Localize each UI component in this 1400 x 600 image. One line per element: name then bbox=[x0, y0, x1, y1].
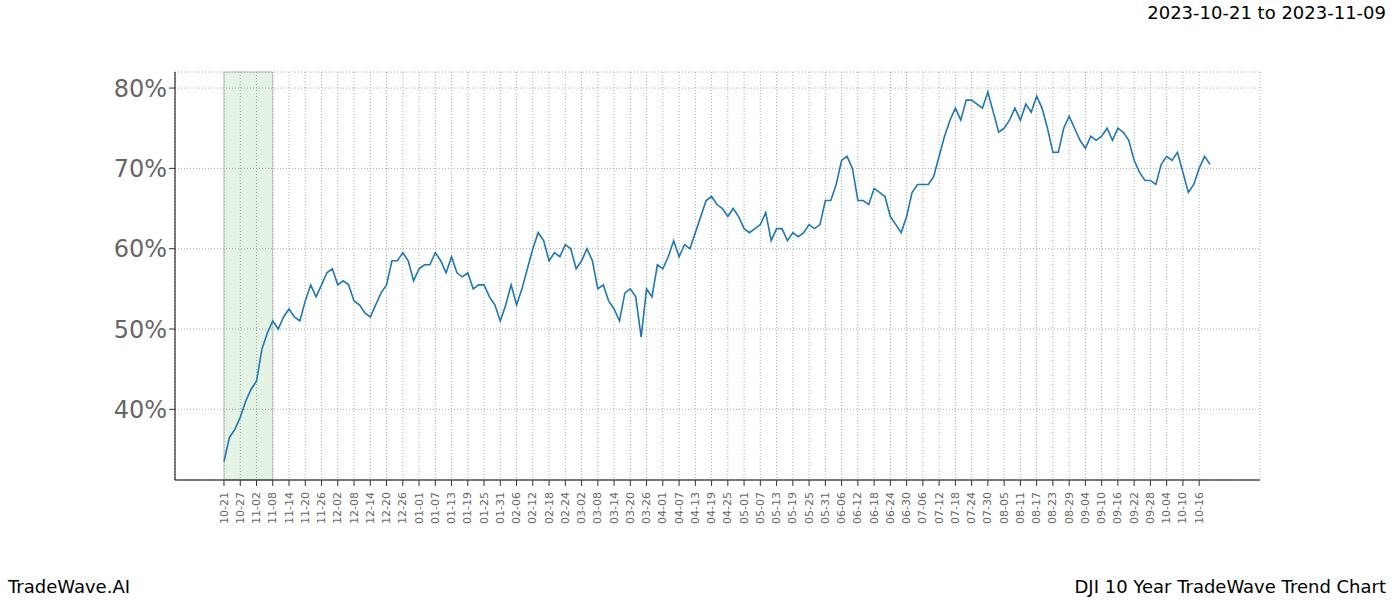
svg-text:12-14: 12-14 bbox=[364, 492, 377, 524]
svg-text:04-19: 04-19 bbox=[705, 492, 718, 524]
svg-text:40%: 40% bbox=[114, 396, 167, 424]
svg-text:06-24: 06-24 bbox=[884, 492, 897, 524]
svg-text:05-25: 05-25 bbox=[803, 492, 816, 524]
svg-text:02-18: 02-18 bbox=[543, 492, 556, 524]
svg-text:06-06: 06-06 bbox=[835, 492, 848, 524]
svg-text:10-16: 10-16 bbox=[1193, 492, 1206, 524]
svg-text:05-31: 05-31 bbox=[819, 492, 832, 524]
svg-text:09-16: 09-16 bbox=[1111, 492, 1124, 524]
svg-text:11-26: 11-26 bbox=[315, 492, 328, 524]
svg-text:08-05: 08-05 bbox=[998, 492, 1011, 524]
svg-text:05-13: 05-13 bbox=[770, 492, 783, 524]
svg-text:11-08: 11-08 bbox=[266, 492, 279, 524]
svg-text:06-30: 06-30 bbox=[900, 492, 913, 524]
svg-text:03-14: 03-14 bbox=[608, 492, 621, 524]
svg-text:01-19: 01-19 bbox=[461, 492, 474, 524]
svg-text:03-02: 03-02 bbox=[575, 492, 588, 524]
svg-text:12-26: 12-26 bbox=[396, 492, 409, 524]
svg-text:11-02: 11-02 bbox=[250, 492, 263, 524]
svg-text:09-28: 09-28 bbox=[1144, 492, 1157, 524]
html-text:2023-10-21 to 2023-11-09: 2023-10-21 to 2023-11-09 bbox=[1147, 2, 1386, 23]
svg-text:08-17: 08-17 bbox=[1030, 492, 1043, 524]
svg-text:03-08: 03-08 bbox=[591, 492, 604, 524]
svg-text:80%: 80% bbox=[114, 75, 167, 103]
svg-text:07-30: 07-30 bbox=[981, 492, 994, 524]
svg-text:12-08: 12-08 bbox=[348, 492, 361, 524]
svg-text:03-20: 03-20 bbox=[624, 492, 637, 524]
svg-text:11-14: 11-14 bbox=[283, 492, 296, 524]
svg-text:07-12: 07-12 bbox=[933, 492, 946, 524]
svg-text:10-21: 10-21 bbox=[218, 492, 231, 524]
svg-text:03-26: 03-26 bbox=[640, 492, 653, 524]
svg-text:02-12: 02-12 bbox=[526, 492, 539, 524]
svg-text:08-23: 08-23 bbox=[1046, 492, 1059, 524]
svg-text:08-29: 08-29 bbox=[1063, 492, 1076, 524]
svg-text:09-04: 09-04 bbox=[1079, 492, 1092, 524]
svg-text:10-10: 10-10 bbox=[1176, 492, 1189, 524]
svg-text:01-01: 01-01 bbox=[413, 492, 426, 524]
svg-text:02-24: 02-24 bbox=[559, 492, 572, 524]
svg-text:07-06: 07-06 bbox=[916, 492, 929, 524]
svg-text:05-01: 05-01 bbox=[738, 492, 751, 524]
svg-text:04-13: 04-13 bbox=[689, 492, 702, 524]
html-text:TradeWave.AI: TradeWave.AI bbox=[8, 576, 130, 597]
svg-text:12-02: 12-02 bbox=[331, 492, 344, 524]
html-text:DJI 10 Year TradeWave Trend Ch: DJI 10 Year TradeWave Trend Chart bbox=[1074, 576, 1386, 597]
svg-text:04-07: 04-07 bbox=[673, 492, 686, 524]
svg-text:70%: 70% bbox=[114, 155, 167, 183]
svg-text:06-18: 06-18 bbox=[868, 492, 881, 524]
svg-text:60%: 60% bbox=[114, 235, 167, 263]
svg-text:08-11: 08-11 bbox=[1014, 492, 1027, 524]
svg-text:50%: 50% bbox=[114, 316, 167, 344]
svg-text:01-31: 01-31 bbox=[494, 492, 507, 524]
svg-text:12-20: 12-20 bbox=[380, 492, 393, 524]
svg-text:10-04: 10-04 bbox=[1160, 492, 1173, 524]
svg-text:05-19: 05-19 bbox=[786, 492, 799, 524]
svg-text:07-24: 07-24 bbox=[965, 492, 978, 524]
svg-text:01-13: 01-13 bbox=[445, 492, 458, 524]
svg-text:04-01: 04-01 bbox=[656, 492, 669, 524]
svg-text:01-25: 01-25 bbox=[478, 492, 491, 524]
svg-text:07-18: 07-18 bbox=[949, 492, 962, 524]
svg-text:09-10: 09-10 bbox=[1095, 492, 1108, 524]
svg-text:05-07: 05-07 bbox=[754, 492, 767, 524]
svg-text:09-22: 09-22 bbox=[1128, 492, 1141, 524]
svg-text:06-12: 06-12 bbox=[851, 492, 864, 524]
svg-text:10-27: 10-27 bbox=[234, 492, 247, 524]
svg-text:02-06: 02-06 bbox=[510, 492, 523, 524]
svg-text:04-25: 04-25 bbox=[721, 492, 734, 524]
svg-text:01-07: 01-07 bbox=[429, 492, 442, 524]
svg-text:11-20: 11-20 bbox=[299, 492, 312, 524]
